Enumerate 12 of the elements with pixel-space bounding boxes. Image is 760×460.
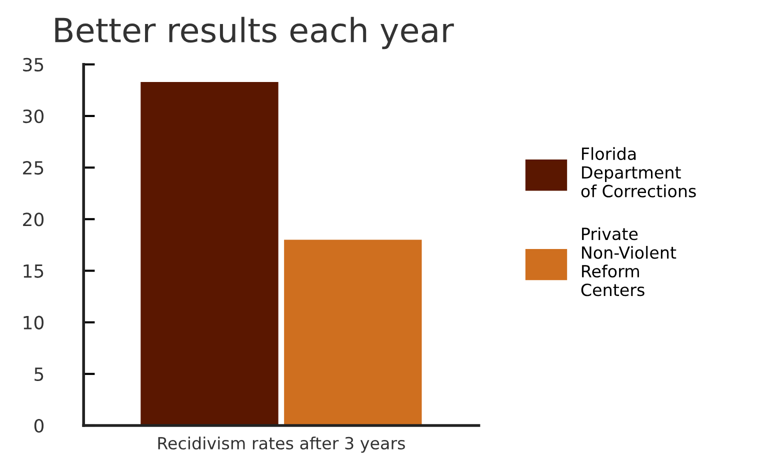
y-tick-label: 10 <box>24 316 44 330</box>
legend-label: Private Non-Violent Reform Centers <box>581 227 676 296</box>
y-tick-label: 15 <box>24 264 44 278</box>
x-tick-label: Recidivism rates after 3 years <box>158 436 405 453</box>
y-tick-label: 0 <box>34 418 44 433</box>
y-tick-label: 35 <box>23 58 44 72</box>
y-tick-label: 20 <box>23 212 44 226</box>
legend-label: Florida Department of Corrections <box>581 147 696 198</box>
y-tick-label: 30 <box>23 109 44 124</box>
chart-title: Better results each year <box>55 16 454 50</box>
y-tick-label: 5 <box>34 368 44 382</box>
y-tick-label: 25 <box>23 161 44 175</box>
